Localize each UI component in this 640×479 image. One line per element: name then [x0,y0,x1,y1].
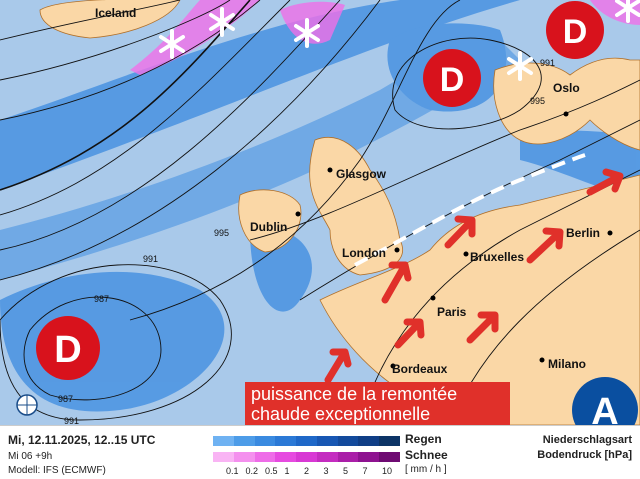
scale-tick: 7 [362,466,368,476]
scale-tick: 0.5 [265,466,278,476]
isobar-label: 991 [540,58,555,68]
low-pressure-label: D [54,329,81,371]
snow-color-scale [213,452,401,462]
city-dots [295,111,613,369]
city-label: Dublin [250,220,288,234]
warm-front-line [354,153,586,267]
rain-swatch [358,436,380,446]
forecast-datetime: Mi, 12.11.2025, 12..15 UTC [8,433,156,447]
snow-swatch [358,452,380,462]
city-label: Bruxelles [470,250,525,264]
callout-line: chaude exceptionnelle [251,404,431,424]
city-label: Milano [548,357,586,371]
low-pressure-label: D [440,61,465,99]
scale-tick: 10 [382,466,393,476]
isobar-label: 995 [530,96,545,106]
weather-map: 991 995 995 991 987 987 991 D D D A Icel… [0,0,640,443]
snow-swatch [379,452,401,462]
rain-swatch [233,436,255,446]
rain-swatch [296,436,317,446]
warm-air-arrows [324,168,624,384]
city-label: Paris [437,305,467,319]
callout-box: puissance de la remontée chaude exceptio… [245,382,510,425]
rain-label: Regen [405,432,442,446]
rain-swatch [337,436,359,446]
rain-swatch [254,436,276,446]
scale-tick: 1 [284,466,290,476]
isobar-label: 987 [94,294,109,304]
unit-label: [ mm / h ] [405,464,447,475]
pressure-title: Bodendruck [hPa] [537,449,632,461]
high-pressure-label: A [591,391,618,425]
scale-tick: 2 [304,466,310,476]
isobars [0,0,640,426]
globe-icon [16,394,38,416]
snow-swatch [213,452,234,462]
rain-swatch [275,436,297,446]
isobar-label: 991 [143,254,158,264]
city-label: Bordeaux [392,362,448,376]
scale-tick: 0.1 [226,466,239,476]
snow-swatch [316,452,338,462]
snow-swatch [233,452,255,462]
legend: Mi, 12.11.2025, 12..15 UTC Mi 06 +9h Mod… [0,425,640,479]
low-pressure-markers: D D D [36,1,604,380]
isobar-label: 987 [58,394,73,404]
forecast-run: Mi 06 +9h [8,451,53,462]
model-name: Modell: IFS (ECMWF) [8,465,106,476]
city-label: Oslo [553,81,580,95]
isobar-label: 991 [64,416,79,425]
scale-tick: 5 [343,466,349,476]
rain-swatch [213,436,234,446]
rain-swatch [316,436,338,446]
isobar-label: 995 [214,228,229,238]
snow-label: Schnee [405,448,448,462]
snow-swatch [275,452,297,462]
city-label: London [342,246,386,260]
city-label: Iceland [95,6,137,20]
city-label: Berlin [566,226,601,240]
precip-type-title: Niederschlagsart [542,434,632,446]
scale-tick: 0.2 [245,466,259,476]
low-pressure-label: D [563,13,588,51]
snow-swatch [296,452,317,462]
snow-swatch [254,452,276,462]
snow-swatch [337,452,359,462]
rain-swatch [379,436,401,446]
scale-tick: 3 [323,466,329,476]
city-label: Glasgow [336,167,387,181]
snowflake-icons [159,0,640,81]
callout-line: puissance de la remontée [251,384,458,404]
rain-color-scale [213,436,401,446]
